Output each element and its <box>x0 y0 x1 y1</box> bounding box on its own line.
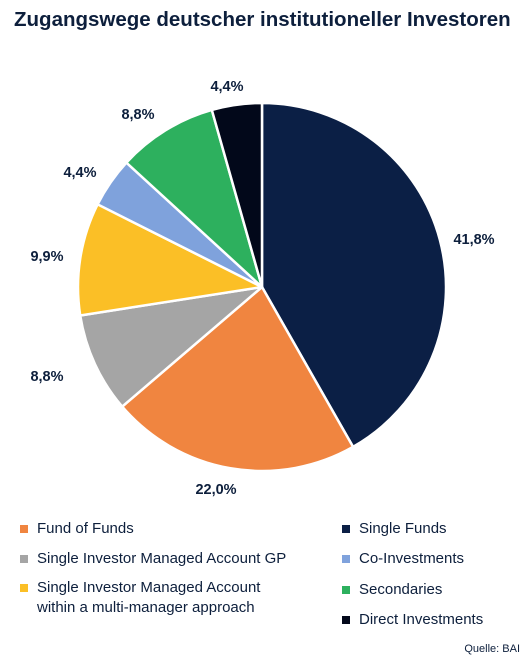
chart-title: Zugangswege deutscher institutioneller I… <box>14 8 511 31</box>
data-label-fund-of-funds: 22,0% <box>195 482 236 498</box>
data-label-single-investor-managed-account-within-a-multi-manager-approach: 9,9% <box>30 249 63 265</box>
pie-slice-single-funds <box>260 101 448 449</box>
data-label-single-investor-managed-account-gp: 8,8% <box>30 369 63 385</box>
data-label-co-investments: 4,4% <box>63 165 96 181</box>
pie-slice-direct-investments <box>210 101 264 289</box>
data-label-direct-investments: 4,4% <box>210 79 243 95</box>
pie-slice-single-investor-managed-account-gp <box>78 285 264 408</box>
pie-slice-single-investor-managed-account-within-a-multi-manager-approach <box>76 203 264 317</box>
pie-slice-secondaries <box>125 108 264 289</box>
source-note: Quelle: BAI <box>464 643 520 655</box>
data-label-secondaries: 8,8% <box>121 107 154 123</box>
data-label-single-funds: 41,8% <box>453 232 494 248</box>
pie-slice-fund-of-funds <box>120 285 355 473</box>
